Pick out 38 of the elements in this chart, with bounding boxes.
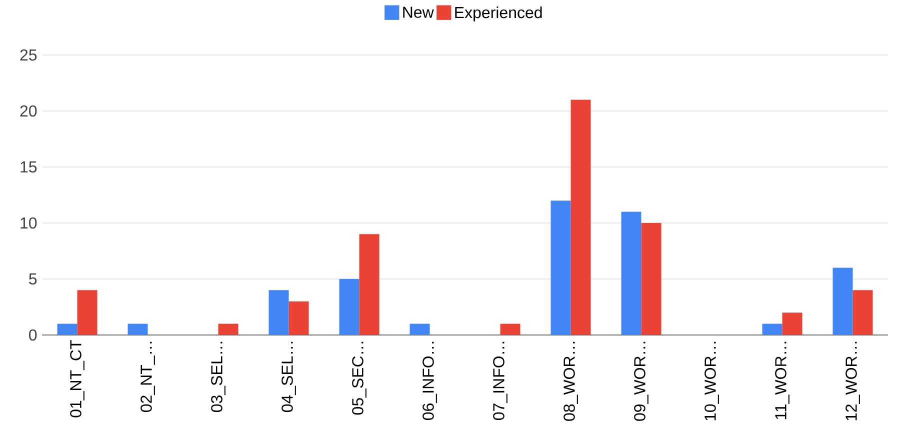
x-tick-label: 11_WOR…: [775, 342, 790, 420]
bar: [570, 100, 591, 335]
x-tick-label: 08_WOR…: [564, 342, 578, 421]
x-tick-label: 06_INFO…: [422, 342, 437, 420]
bar: [550, 200, 571, 335]
y-tick-label: 10: [20, 217, 37, 229]
bar: [832, 268, 853, 335]
bar: [500, 324, 520, 335]
bar: [852, 290, 873, 335]
bar: [621, 212, 642, 335]
bar: [77, 290, 98, 335]
x-tick-label: 07_INFO…: [493, 342, 508, 420]
legend-label: New: [403, 6, 434, 18]
y-tick-label: 15: [20, 161, 37, 173]
x-tick-label: 01_NT_CT: [70, 340, 84, 418]
x-tick-label: 02_NT_…: [140, 342, 155, 412]
y-tick-label: 20: [20, 105, 37, 117]
bar: [288, 301, 309, 335]
bar: [339, 278, 360, 335]
bar: [641, 222, 662, 335]
bar: [782, 312, 802, 335]
bar: [410, 324, 430, 335]
bar: [128, 324, 148, 335]
bar: [762, 324, 782, 335]
bar: [359, 234, 380, 335]
bar: [268, 290, 289, 335]
x-tick-label: 03_SEL…: [211, 342, 226, 412]
y-tick-label: 5: [29, 273, 37, 285]
legend-label: Experienced: [455, 6, 542, 22]
x-tick-label: 04_SEL…: [282, 342, 296, 412]
x-tick-label: 09_WOR…: [634, 342, 648, 421]
y-tick-label: 0: [29, 329, 37, 341]
x-tick-label: 10_WOR…: [704, 342, 719, 420]
bar: [57, 324, 78, 335]
x-tick-label: 05_SEC…: [352, 342, 366, 415]
bar: [218, 324, 238, 335]
x-tick-label: 12_WOR…: [846, 342, 860, 420]
y-tick-label: 25: [20, 49, 37, 61]
